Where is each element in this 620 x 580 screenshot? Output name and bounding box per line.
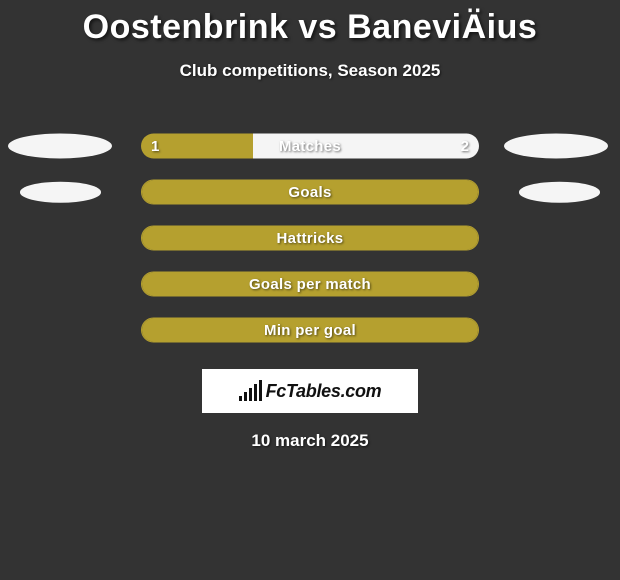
comparison-row: Goals [0,169,620,215]
comparison-rows: Matches12 Goals Hattricks Goals per match Mi… [0,123,620,353]
date-label: 10 march 2025 [0,431,620,451]
bar-segment-left [142,227,478,250]
left-ellipse [8,134,112,159]
logo-inner: FcTables.com [239,381,382,402]
comparison-row: Goals per match [0,261,620,307]
left-ellipse [20,182,101,203]
logo-bars-icon [239,381,262,401]
bar-segment-left [142,319,478,342]
stat-bar: Goals per match [141,272,479,297]
stat-bar: Hattricks [141,226,479,251]
page-subtitle: Club competitions, Season 2025 [0,61,620,81]
bar-segment-right [253,134,479,159]
logo-box: FcTables.com [202,369,418,413]
comparison-row: Min per goal [0,307,620,353]
page-title: Oostenbrink vs BaneviÄius [0,0,620,47]
stat-bar: Goals [141,180,479,205]
right-ellipse [519,182,600,203]
comparison-row: Hattricks [0,215,620,261]
right-ellipse [504,134,608,159]
bar-segment-left [141,134,253,159]
stat-bar: Min per goal [141,318,479,343]
infographic-container: Oostenbrink vs BaneviÄius Club competiti… [0,0,620,580]
stat-bar: Matches12 [141,134,479,159]
logo-text: FcTables.com [266,381,382,402]
bar-segment-left [142,273,478,296]
comparison-row: Matches12 [0,123,620,169]
bar-segment-left [142,181,478,204]
